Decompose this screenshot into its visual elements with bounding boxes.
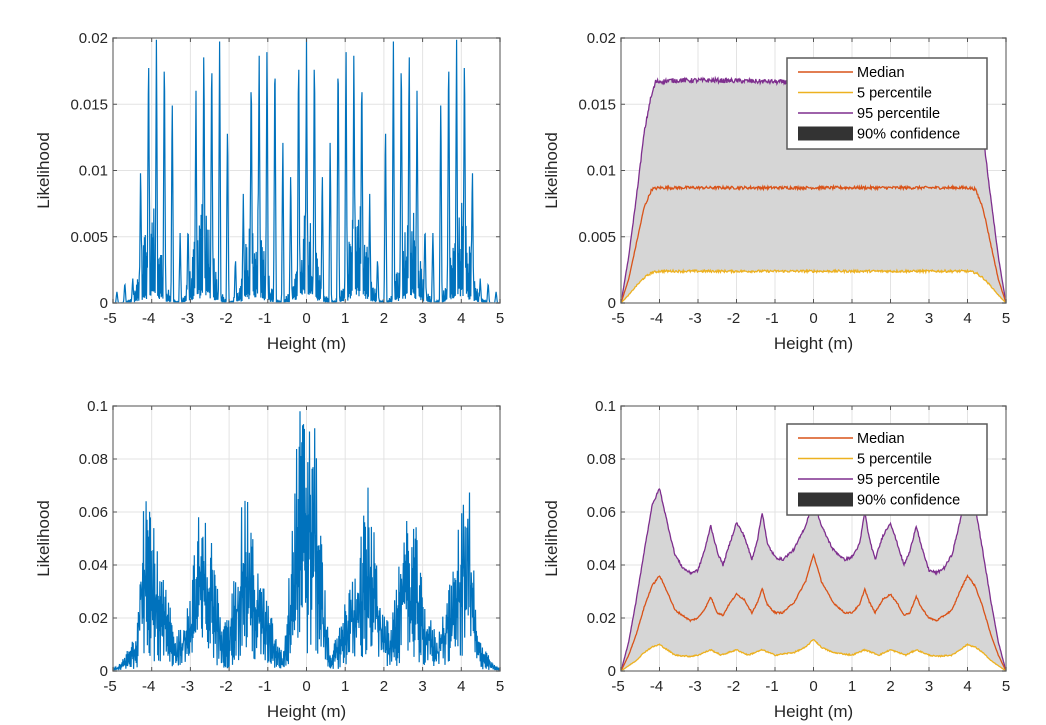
x-tick-label: -5 <box>103 310 116 327</box>
series-line-median <box>621 552 1006 671</box>
x-tick-label: -5 <box>611 678 624 695</box>
x-tick-label: 5 <box>496 310 504 327</box>
y-tick-label: 0.015 <box>70 96 108 113</box>
x-tick-label: 2 <box>380 678 388 695</box>
x-tick-label: 3 <box>925 310 933 327</box>
x-tick-label: 1 <box>341 678 349 695</box>
legend-entry: 5 percentile <box>857 86 932 102</box>
x-tick-label: 2 <box>886 310 894 327</box>
y-tick-label: 0.02 <box>79 610 108 627</box>
y-tick-label: 0.1 <box>87 398 108 415</box>
x-tick-label: -4 <box>142 678 155 695</box>
y-tick-label: 0.01 <box>79 163 108 180</box>
x-tick-label: -1 <box>258 678 271 695</box>
legend-entry: 95 percentile <box>857 106 940 122</box>
series-line-likelihood <box>113 411 500 671</box>
chart-bottom-right: -5 -4 -3 -2 -1 0 1 2 3 4 5 0 0.02 0.04 0.06 0.08 0.1 Heig… <box>542 398 1010 721</box>
x-tick-label: 2 <box>380 310 388 327</box>
x-axis-label: Height (m) <box>774 702 853 721</box>
y-tick-label: 0.06 <box>587 504 616 521</box>
x-axis-label: Height (m) <box>267 334 346 353</box>
x-tick-label: 1 <box>341 310 349 327</box>
y-tick-label: 0.005 <box>70 229 108 246</box>
y-tick-label: 0.02 <box>587 30 616 47</box>
x-tick-label: 0 <box>302 310 310 327</box>
x-tick-label: -3 <box>181 310 194 327</box>
legend-entry: 90% confidence <box>857 127 960 143</box>
y-tick-label: 0.01 <box>587 163 616 180</box>
x-tick-label: 1 <box>848 678 856 695</box>
x-tick-label: -2 <box>219 310 232 327</box>
y-tick-label: 0.02 <box>587 610 616 627</box>
x-tick-label: 0 <box>809 310 817 327</box>
x-tick-label: 5 <box>1002 678 1010 695</box>
x-tick-label: 5 <box>496 678 504 695</box>
x-tick-label: 4 <box>457 678 465 695</box>
legend-swatch-patch <box>798 492 853 507</box>
plot-content <box>113 411 500 671</box>
y-tick-label: 0 <box>608 295 616 312</box>
x-tick-label: -2 <box>727 678 740 695</box>
x-tick-label: -2 <box>727 310 740 327</box>
y-axis-label: Likelihood <box>34 132 53 209</box>
x-tick-label: 3 <box>418 678 426 695</box>
y-tick-label: 0 <box>608 663 616 680</box>
confidence-band <box>621 487 1006 671</box>
chart-bottom-left: -5 -4 -3 -2 -1 0 1 2 3 4 5 0 0.02 0.04 0.06 0.08 0.1 Heig… <box>34 398 504 721</box>
x-tick-label: 4 <box>963 310 971 327</box>
series-line-5-percentile <box>621 639 1006 671</box>
legend-entry: Median <box>857 65 905 81</box>
y-tick-label: 0.08 <box>587 451 616 468</box>
y-axis-label: Likelihood <box>542 500 561 577</box>
chart-top-right: -5 -4 -3 -2 -1 0 1 2 3 4 5 0 0.005 0.01 0.015 0.02 Heigh… <box>542 30 1010 353</box>
x-tick-label: -2 <box>219 678 232 695</box>
x-tick-label: 0 <box>809 678 817 695</box>
x-tick-label: 4 <box>457 310 465 327</box>
x-tick-label: 5 <box>1002 310 1010 327</box>
legend-entry: 90% confidence <box>857 493 960 509</box>
x-tick-label: -4 <box>650 678 663 695</box>
x-tick-label: 4 <box>963 678 971 695</box>
y-tick-label: 0.04 <box>79 557 108 574</box>
x-tick-label: -4 <box>142 310 155 327</box>
y-tick-label: 0.1 <box>595 398 616 415</box>
y-tick-label: 0.02 <box>79 30 108 47</box>
legend-swatch-patch <box>798 126 853 141</box>
y-tick-label: 0.015 <box>578 96 616 113</box>
y-axis-label: Likelihood <box>542 132 561 209</box>
x-tick-label: -3 <box>688 310 701 327</box>
x-tick-label: -3 <box>181 678 194 695</box>
legend: Median 5 percentile 95 percentile 90% confi… <box>786 423 988 516</box>
y-axis-label: Likelihood <box>34 500 53 577</box>
x-tick-label: -4 <box>650 310 663 327</box>
series-line-5-percentile <box>621 268 1006 303</box>
x-tick-label: -3 <box>688 678 701 695</box>
x-axis-label: Height (m) <box>774 334 853 353</box>
y-tick-label: 0 <box>100 295 108 312</box>
x-tick-label: -1 <box>765 310 778 327</box>
x-tick-label: 3 <box>418 310 426 327</box>
y-tick-label: 0 <box>100 663 108 680</box>
x-tick-label: 2 <box>886 678 894 695</box>
y-tick-label: 0.08 <box>79 451 108 468</box>
x-tick-label: -1 <box>765 678 778 695</box>
x-tick-label: -5 <box>103 678 116 695</box>
x-tick-label: 0 <box>302 678 310 695</box>
x-axis-label: Height (m) <box>267 702 346 721</box>
legend-entry: 95 percentile <box>857 472 940 488</box>
legend: Median 5 percentile 95 percentile 90% confi… <box>786 57 988 150</box>
x-tick-label: 1 <box>848 310 856 327</box>
y-tick-label: 0.04 <box>587 557 616 574</box>
legend-entry: Median <box>857 431 905 447</box>
legend-entry: 5 percentile <box>857 452 932 468</box>
y-tick-label: 0.06 <box>79 504 108 521</box>
series-line-median <box>621 183 1006 303</box>
x-tick-label: 3 <box>925 678 933 695</box>
x-tick-label: -1 <box>258 310 271 327</box>
chart-top-left: -5 -4 -3 -2 -1 0 1 2 3 4 5 0 0.005 0.01 0.015 0.02 Heigh… <box>34 30 504 353</box>
x-tick-label: -5 <box>611 310 624 327</box>
y-tick-label: 0.005 <box>578 229 616 246</box>
